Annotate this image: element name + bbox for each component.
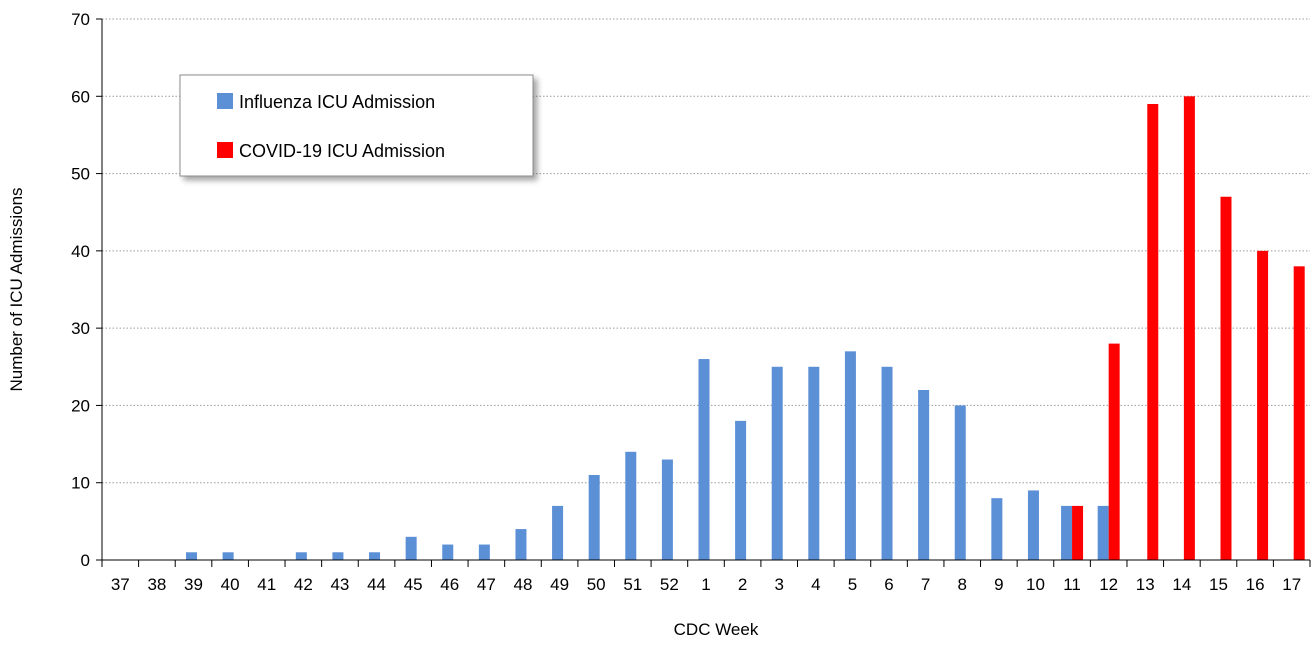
x-tick-label: 39 xyxy=(184,575,203,594)
influenza-bar xyxy=(332,552,344,560)
y-tick-label: 50 xyxy=(71,165,90,184)
y-tick-label: 60 xyxy=(71,87,90,106)
legend: Influenza ICU Admission COVID-19 ICU Adm… xyxy=(179,74,534,177)
x-tick-label: 48 xyxy=(514,575,533,594)
influenza-bar xyxy=(588,474,600,560)
influenza-bar xyxy=(1027,490,1039,560)
x-tick-label: 15 xyxy=(1209,575,1228,594)
influenza-bar xyxy=(478,544,490,560)
x-tick-label: 12 xyxy=(1099,575,1118,594)
y-tick-labels: 0 10 20 30 40 50 60 70 xyxy=(71,10,90,570)
legend-label-influenza: Influenza ICU Admission xyxy=(239,92,435,112)
x-tick-label: 46 xyxy=(440,575,459,594)
axes xyxy=(96,18,1311,567)
y-tick-label: 40 xyxy=(71,242,90,261)
y-axis-title: Number of ICU Admissions xyxy=(7,187,26,391)
y-tick-label: 70 xyxy=(71,10,90,29)
influenza-bar xyxy=(186,552,198,560)
influenza-bar xyxy=(698,359,710,560)
influenza-bar xyxy=(369,552,381,560)
influenza-bar xyxy=(808,366,820,560)
covid-bar xyxy=(1257,250,1269,560)
x-tick-label: 42 xyxy=(294,575,313,594)
influenza-bar xyxy=(844,351,856,560)
x-tick-label: 40 xyxy=(221,575,240,594)
y-tick-label: 30 xyxy=(71,319,90,338)
x-tick-label: 9 xyxy=(994,575,1003,594)
x-tick-label: 49 xyxy=(550,575,569,594)
x-tick-label: 13 xyxy=(1136,575,1155,594)
influenza-bar xyxy=(625,451,637,560)
legend-label-covid: COVID-19 ICU Admission xyxy=(239,141,445,161)
x-tick-label: 11 xyxy=(1063,575,1081,594)
x-tick-label: 41 xyxy=(257,575,276,594)
influenza-bar xyxy=(881,366,893,560)
x-tick-labels: 37 38 39 40 41 42 43 44 45 46 47 48 49 50 51 52 1 2 3 4 5 6 7 8… xyxy=(111,575,1301,594)
influenza-bar xyxy=(295,552,307,560)
y-tick-label: 0 xyxy=(81,551,90,570)
influenza-bar xyxy=(515,529,527,560)
covid-bar xyxy=(1072,505,1084,560)
covid-bar xyxy=(1183,96,1195,561)
x-tick-label: 45 xyxy=(404,575,423,594)
covid-bar xyxy=(1293,266,1305,560)
influenza-bar xyxy=(918,389,930,560)
x-tick-label: 37 xyxy=(111,575,130,594)
x-tick-label: 51 xyxy=(623,575,642,594)
x-tick-label: 3 xyxy=(774,575,783,594)
influenza-bar xyxy=(991,498,1003,560)
x-tick-label: 17 xyxy=(1282,575,1301,594)
x-tick-label: 5 xyxy=(848,575,857,594)
x-tick-label: 7 xyxy=(921,575,930,594)
covid-bar xyxy=(1220,196,1232,560)
x-tick-label: 50 xyxy=(587,575,606,594)
covid-bar xyxy=(1108,343,1120,560)
x-tick-label: 16 xyxy=(1246,575,1265,594)
covid-bar xyxy=(1147,104,1159,560)
x-tick-label: 10 xyxy=(1026,575,1045,594)
x-tick-label: 52 xyxy=(660,575,679,594)
x-tick-label: 6 xyxy=(884,575,893,594)
x-tick-label: 43 xyxy=(330,575,349,594)
x-axis-title: CDC Week xyxy=(674,620,759,639)
bars xyxy=(186,96,1305,561)
legend-swatch-influenza xyxy=(217,93,233,109)
x-tick-label: 1 xyxy=(701,575,710,594)
x-tick-label: 44 xyxy=(367,575,386,594)
x-tick-label: 38 xyxy=(147,575,166,594)
influenza-bar xyxy=(954,405,966,560)
influenza-bar xyxy=(771,366,783,560)
x-tick-label: 2 xyxy=(738,575,747,594)
x-tick-label: 47 xyxy=(477,575,496,594)
influenza-bar xyxy=(1097,505,1109,560)
legend-swatch-covid xyxy=(217,142,233,158)
y-tick-label: 10 xyxy=(71,474,90,493)
x-tick-label: 8 xyxy=(958,575,967,594)
influenza-bar xyxy=(552,505,564,560)
influenza-bar xyxy=(735,420,747,560)
x-tick-label: 14 xyxy=(1172,575,1191,594)
influenza-bar xyxy=(442,544,454,560)
influenza-bar xyxy=(1061,505,1073,560)
influenza-bar xyxy=(222,552,234,560)
legend-box xyxy=(179,74,534,177)
x-tick-label: 4 xyxy=(811,575,820,594)
influenza-bar xyxy=(661,459,673,560)
influenza-bar xyxy=(405,536,417,560)
y-tick-label: 20 xyxy=(71,396,90,415)
